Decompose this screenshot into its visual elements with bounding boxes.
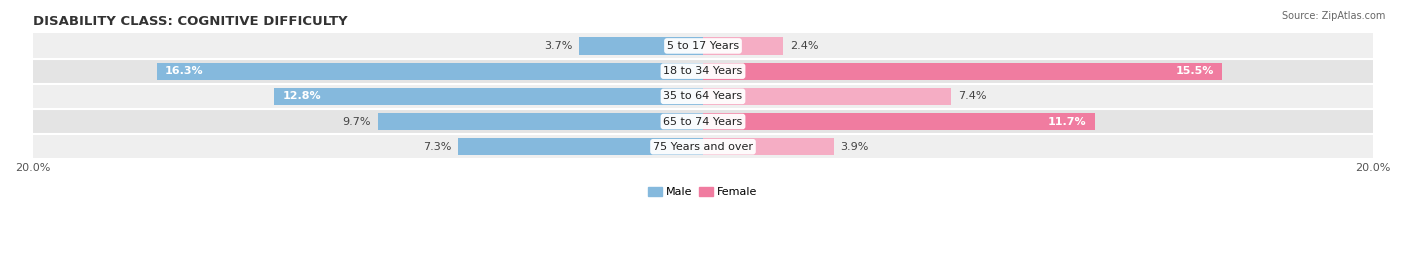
Bar bbox=[156, 63, 703, 80]
Text: 35 to 64 Years: 35 to 64 Years bbox=[664, 91, 742, 101]
Bar bbox=[703, 113, 1095, 130]
Text: Source: ZipAtlas.com: Source: ZipAtlas.com bbox=[1281, 11, 1385, 21]
Bar bbox=[703, 138, 834, 155]
Legend: Male, Female: Male, Female bbox=[644, 182, 762, 202]
Text: DISABILITY CLASS: COGNITIVE DIFFICULTY: DISABILITY CLASS: COGNITIVE DIFFICULTY bbox=[32, 15, 347, 28]
Text: 7.4%: 7.4% bbox=[957, 91, 986, 101]
Text: 3.9%: 3.9% bbox=[841, 142, 869, 152]
Text: 12.8%: 12.8% bbox=[283, 91, 321, 101]
Bar bbox=[32, 33, 1374, 59]
Bar bbox=[703, 88, 950, 105]
Bar bbox=[458, 138, 703, 155]
Bar bbox=[274, 88, 703, 105]
Text: 75 Years and over: 75 Years and over bbox=[652, 142, 754, 152]
Bar bbox=[32, 134, 1374, 159]
Bar bbox=[32, 84, 1374, 109]
Text: 3.7%: 3.7% bbox=[544, 41, 572, 51]
Text: 16.3%: 16.3% bbox=[165, 66, 204, 76]
Bar bbox=[703, 37, 783, 55]
Bar bbox=[32, 109, 1374, 134]
Text: 65 to 74 Years: 65 to 74 Years bbox=[664, 116, 742, 126]
Text: 15.5%: 15.5% bbox=[1175, 66, 1215, 76]
Bar bbox=[378, 113, 703, 130]
Text: 7.3%: 7.3% bbox=[423, 142, 451, 152]
Bar bbox=[703, 63, 1222, 80]
Text: 18 to 34 Years: 18 to 34 Years bbox=[664, 66, 742, 76]
Text: 5 to 17 Years: 5 to 17 Years bbox=[666, 41, 740, 51]
Bar bbox=[579, 37, 703, 55]
Text: 9.7%: 9.7% bbox=[343, 116, 371, 126]
Text: 11.7%: 11.7% bbox=[1047, 116, 1087, 126]
Bar bbox=[32, 59, 1374, 84]
Text: 2.4%: 2.4% bbox=[790, 41, 818, 51]
